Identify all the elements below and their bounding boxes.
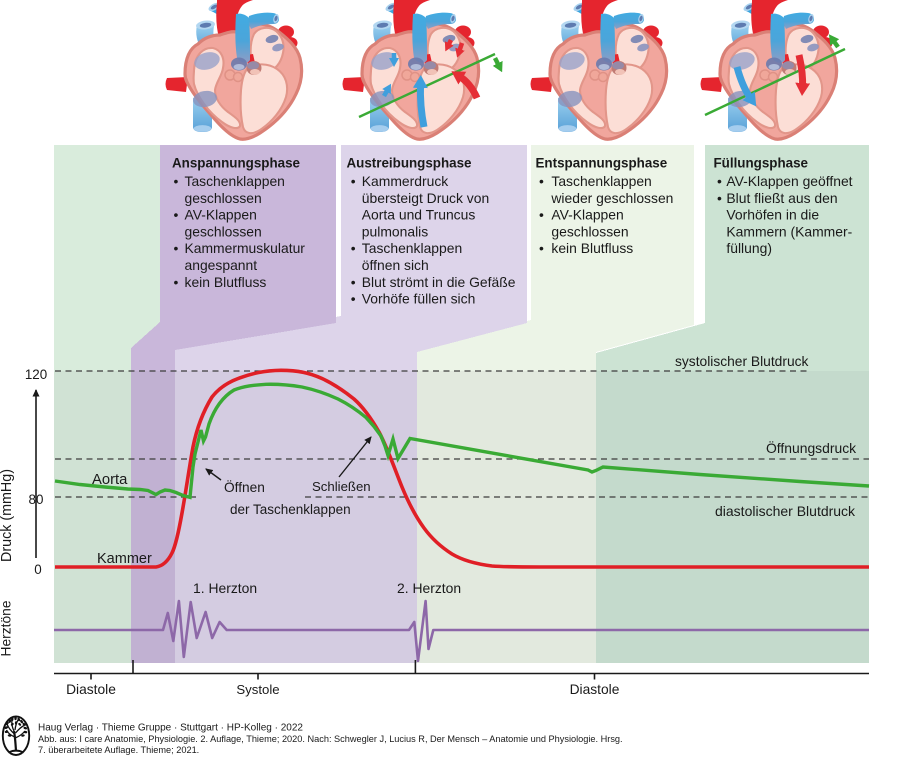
svg-text:kein Blutfluss: kein Blutfluss (185, 274, 267, 290)
svg-text:geschlossen: geschlossen (185, 223, 262, 239)
svg-text:•: • (717, 190, 722, 206)
svg-text:Vorhöfe füllen sich: Vorhöfe füllen sich (362, 291, 476, 307)
svg-text:Systole: Systole (236, 682, 279, 697)
svg-text:•: • (539, 240, 544, 256)
svg-text:•: • (351, 240, 356, 256)
svg-text:AV-Klappen geöffnet: AV-Klappen geöffnet (726, 173, 852, 189)
svg-text:angespannt: angespannt (185, 257, 258, 273)
svg-text:pulmonalis: pulmonalis (362, 223, 428, 239)
svg-text:Füllungsphase: Füllungsphase (714, 156, 809, 171)
svg-text:•: • (174, 207, 179, 223)
svg-text:öffnen sich: öffnen sich (362, 257, 429, 273)
svg-text:übersteigt Druck von: übersteigt Druck von (362, 190, 489, 206)
svg-text:Aorta: Aorta (92, 472, 128, 488)
svg-text:7. überarbeitete Auflage. Thie: 7. überarbeitete Auflage. Thieme; 2021. (38, 745, 199, 755)
svg-text:Kammerdruck: Kammerdruck (362, 173, 449, 189)
svg-text:•: • (539, 173, 544, 189)
svg-text:geschlossen: geschlossen (551, 223, 628, 239)
svg-text:Öffnungsdruck: Öffnungsdruck (766, 439, 856, 456)
svg-text:Kammermuskulatur: Kammermuskulatur (185, 240, 306, 256)
svg-text:2. Herzton: 2. Herzton (397, 580, 461, 596)
svg-text:systolischer Blutdruck: systolischer Blutdruck (675, 354, 809, 369)
svg-text:Kammer: Kammer (97, 551, 152, 567)
svg-text:Vorhöfen in die: Vorhöfen in die (726, 207, 819, 223)
svg-text:•: • (174, 274, 179, 290)
svg-text:Diastole: Diastole (66, 682, 116, 697)
svg-text:•: • (351, 291, 356, 307)
svg-text:kein Blutfluss: kein Blutfluss (551, 240, 633, 256)
svg-text:1. Herzton: 1. Herzton (193, 580, 257, 596)
svg-text:Kammern (Kammer-: Kammern (Kammer- (726, 223, 852, 239)
svg-text:•: • (539, 207, 544, 223)
svg-text:AV-Klappen: AV-Klappen (551, 207, 623, 223)
svg-text:Druck (mmHg): Druck (mmHg) (0, 469, 15, 562)
svg-text:Öffnen: Öffnen (224, 480, 265, 495)
svg-text:•: • (351, 173, 356, 189)
svg-text:Haug Verlag · Thieme Gruppe ·: Haug Verlag · Thieme Gruppe · Stuttgart … (38, 723, 303, 734)
svg-text:Anspannungsphase: Anspannungsphase (172, 156, 300, 171)
svg-text:wieder geschlossen: wieder geschlossen (550, 190, 673, 206)
svg-text:AV-Klappen: AV-Klappen (185, 207, 257, 223)
svg-text:•: • (174, 173, 179, 189)
svg-text:Entspannungsphase: Entspannungsphase (536, 156, 668, 171)
svg-text:Austreibungsphase: Austreibungsphase (347, 156, 472, 171)
svg-text:Abb. aus: I care Anatomie, Phy: Abb. aus: I care Anatomie, Physiologie. … (38, 734, 623, 744)
svg-text:Taschenklappen: Taschenklappen (185, 173, 285, 189)
svg-text:120: 120 (25, 367, 47, 382)
svg-text:Blut fließt aus den: Blut fließt aus den (726, 190, 837, 206)
svg-text:Diastole: Diastole (570, 682, 620, 697)
svg-text:80: 80 (29, 492, 44, 507)
svg-text:geschlossen: geschlossen (185, 190, 262, 206)
svg-text:•: • (717, 173, 722, 189)
svg-text:Taschenklappen: Taschenklappen (551, 173, 651, 189)
svg-text:Blut strömt in die Gefäße: Blut strömt in die Gefäße (362, 274, 516, 290)
svg-text:Aorta und Truncus: Aorta und Truncus (362, 207, 476, 223)
svg-text:•: • (174, 240, 179, 256)
svg-text:der Taschenklappen: der Taschenklappen (230, 502, 351, 517)
svg-text:0: 0 (34, 562, 41, 577)
svg-text:füllung): füllung) (726, 240, 772, 256)
svg-text:Taschenklappen: Taschenklappen (362, 240, 462, 256)
svg-text:•: • (351, 274, 356, 290)
svg-text:diastolischer Blutdruck: diastolischer Blutdruck (715, 503, 856, 519)
svg-text:Schließen: Schließen (312, 479, 371, 494)
svg-text:Herztöne: Herztöne (0, 600, 14, 656)
